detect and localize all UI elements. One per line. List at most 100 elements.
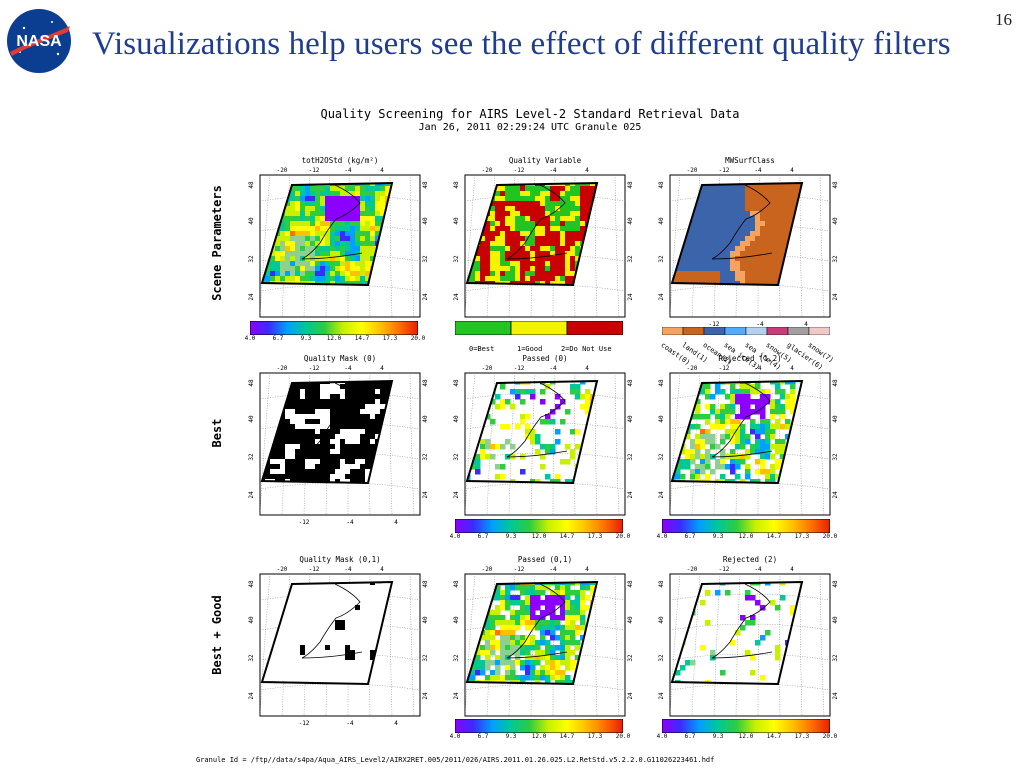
panel-plot: totH2OStd (kg/m²)-20-12-44-12-4448484040…: [248, 156, 429, 328]
lon-tick-top: -12: [514, 167, 525, 174]
colorbar-tick-label: 12.0: [738, 533, 754, 540]
colorbar-ticks: 4.0 6.7 9.3 12.0 14.7 17.3 20.0: [657, 733, 838, 743]
colorbar-tick-label: 20.0: [822, 533, 838, 540]
lat-tick-right: 48: [422, 181, 429, 189]
lat-tick-left: 48: [248, 580, 255, 588]
lon-tick-top: -4: [549, 167, 557, 174]
lat-tick-right: 40: [422, 415, 429, 423]
coastline: [711, 382, 773, 458]
lon-tick-top: -12: [514, 566, 525, 573]
lat-tick-right: 24: [832, 692, 839, 700]
colorbar-tick-label: 20.0: [410, 335, 426, 342]
lon-tick-top: 4: [380, 167, 384, 174]
lon-tick-top: -4: [754, 365, 762, 372]
colorbar-tick-label: 6.7: [272, 335, 284, 342]
panel-plot: Quality Mask (0,1) -20 -12 -4 4 -12 -4 4 48 48 40 4…: [248, 555, 429, 727]
lat-tick-left: 40: [453, 616, 460, 624]
lat-tick-right: 48: [422, 379, 429, 387]
lat-tick-left: 40: [453, 415, 460, 423]
lat-tick-right: 32: [627, 654, 634, 662]
lon-tick-top: -12: [514, 365, 525, 372]
coastline: [506, 382, 568, 458]
quality-legend: 0=Best 1=Good 2=Do Not Use: [454, 320, 624, 353]
lat-tick-right: 24: [832, 293, 839, 301]
colorbar-tick-label: 4.0: [449, 733, 461, 740]
lat-tick-right: 32: [422, 654, 429, 662]
lat-tick-right: 24: [422, 692, 429, 700]
granule-outline: [670, 580, 804, 686]
lon-tick-top: -20: [482, 167, 493, 174]
panel-title: Passed (0,1): [518, 555, 572, 564]
panel-rejected-2: Rejected (2)-20-12-44-12-444848404032322…: [650, 554, 850, 754]
coastline: [301, 382, 363, 458]
lon-tick-top: -12: [719, 365, 730, 372]
logo-swoosh-icon: [10, 26, 70, 56]
colorbar-gradient: [454, 518, 624, 534]
panel-mwsurfclass: MWSurfClass -20 -12 -4 4 -12 -4 4 48 48 40 40 32 32 24…: [650, 155, 850, 355]
panel-passed-0-1: Passed (0,1)-20-12-44-12-444848404032322…: [445, 554, 645, 754]
lat-tick-left: 24: [248, 692, 255, 700]
lon-tick-top: -4: [754, 167, 762, 174]
panel-plot: Passed (0,1)-20-12-44-12-444848404032322…: [453, 555, 634, 727]
lat-tick-left: 24: [658, 491, 665, 499]
lat-tick-left: 24: [453, 491, 460, 499]
logo-text: NASA: [16, 33, 62, 50]
lon-tick-top: -20: [277, 167, 288, 174]
lat-tick-right: 40: [627, 415, 634, 423]
colorbar-tick-label: 6.7: [477, 533, 489, 540]
colorbar-tick-label: 14.7: [559, 533, 575, 540]
lat-tick-right: 48: [627, 580, 634, 588]
colorbar-tick-label: 17.3: [794, 733, 810, 740]
colorbar-tick-label: 4.0: [244, 335, 256, 342]
lat-tick-right: 48: [422, 580, 429, 588]
lon-tick-top: -4: [754, 566, 762, 573]
colorbar-tick-label: 9.3: [505, 533, 517, 540]
panel-title: Passed (0): [522, 354, 567, 363]
panel-title: totH2OStd (kg/m²): [302, 156, 379, 165]
lat-tick-right: 48: [627, 379, 634, 387]
lat-tick-right: 24: [422, 491, 429, 499]
lat-tick-right: 32: [422, 255, 429, 263]
colorbar-tick-label: 14.7: [766, 533, 782, 540]
colorbar-ticks: 4.0 6.7 9.3 12.0 14.7 17.3 20.0: [450, 733, 631, 743]
lat-tick-right: 32: [832, 255, 839, 263]
lat-tick-left: 40: [453, 217, 460, 225]
colorbar-tick-label: 6.7: [684, 733, 696, 740]
colorbar-tick-label: 4.0: [449, 533, 461, 540]
lat-tick-left: 32: [453, 255, 460, 263]
lat-tick-right: 32: [627, 255, 634, 263]
nasa-logo: NASA: [7, 9, 71, 73]
lat-tick-right: 40: [422, 616, 429, 624]
lat-tick-left: 48: [248, 181, 255, 189]
lon-tick-top: -12: [309, 167, 320, 174]
colorbar-tick-label: 4.0: [656, 733, 668, 740]
lon-tick-top: -20: [482, 365, 493, 372]
lat-tick-right: 40: [832, 616, 839, 624]
lat-tick-left: 32: [453, 654, 460, 662]
granule-id: Granule Id = /ftp//data/s4pa/Aqua_AIRS_L…: [196, 756, 715, 764]
lon-tick-top: -4: [549, 566, 557, 573]
colorbar-tick-label: 14.7: [766, 733, 782, 740]
lon-tick-top: 4: [585, 167, 589, 174]
colorbar-gradient: [661, 518, 831, 534]
panel-plot: MWSurfClass -20 -12 -4 4 -12 -4 4 48 48 40 40 32 32 24…: [658, 156, 839, 328]
panel-plot: Rejected (2)-20-12-44-12-444848404032322…: [658, 555, 839, 727]
granule-outline: [260, 379, 394, 485]
lat-tick-right: 24: [627, 491, 634, 499]
lat-tick-right: 40: [422, 217, 429, 225]
lon-tick-top: -20: [687, 566, 698, 573]
panel-plot: Quality Variable-20-12-44-12-44484840403…: [453, 156, 634, 328]
colorbar-tick-label: 20.0: [822, 733, 838, 740]
lon-tick-top: 4: [790, 365, 794, 372]
colorbar-tick-label: 20.0: [615, 733, 631, 740]
coastline: [301, 184, 363, 260]
lat-tick-left: 48: [658, 379, 665, 387]
lat-tick-left: 40: [658, 616, 665, 624]
lon-tick-bottom: -4: [346, 720, 354, 727]
lat-tick-left: 48: [658, 580, 665, 588]
lat-tick-right: 48: [832, 580, 839, 588]
colorbar-tick-label: 14.7: [559, 733, 575, 740]
panel-frame: [669, 573, 831, 717]
colorbar-tick-label: 6.7: [477, 733, 489, 740]
lat-tick-right: 32: [832, 654, 839, 662]
